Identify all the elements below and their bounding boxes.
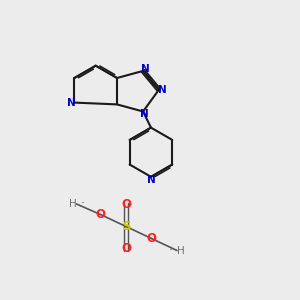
Text: H: H [69,199,77,209]
Text: H: H [177,245,184,256]
Text: O: O [121,198,131,211]
Text: ·: · [168,244,172,257]
Text: N: N [158,85,167,95]
Text: O: O [121,242,131,255]
Text: O: O [146,232,157,245]
Text: N: N [147,176,156,185]
Text: ·: · [81,197,85,211]
Text: N: N [140,109,149,119]
Text: S: S [122,220,130,233]
Text: N: N [141,64,150,74]
Text: N: N [67,98,76,108]
Text: O: O [95,208,106,221]
